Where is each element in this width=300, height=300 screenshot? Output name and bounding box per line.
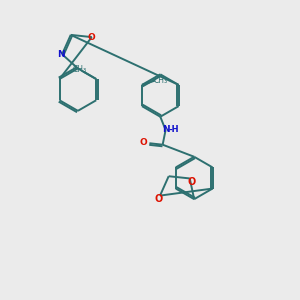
Text: N: N	[162, 125, 170, 134]
Text: -H: -H	[169, 125, 179, 134]
Text: O: O	[88, 33, 96, 42]
Text: CH₃: CH₃	[72, 64, 86, 74]
Text: O: O	[154, 194, 163, 204]
Text: O: O	[140, 138, 147, 147]
Text: O: O	[187, 177, 195, 187]
Text: N: N	[57, 50, 64, 59]
Text: CH₃: CH₃	[154, 76, 168, 85]
